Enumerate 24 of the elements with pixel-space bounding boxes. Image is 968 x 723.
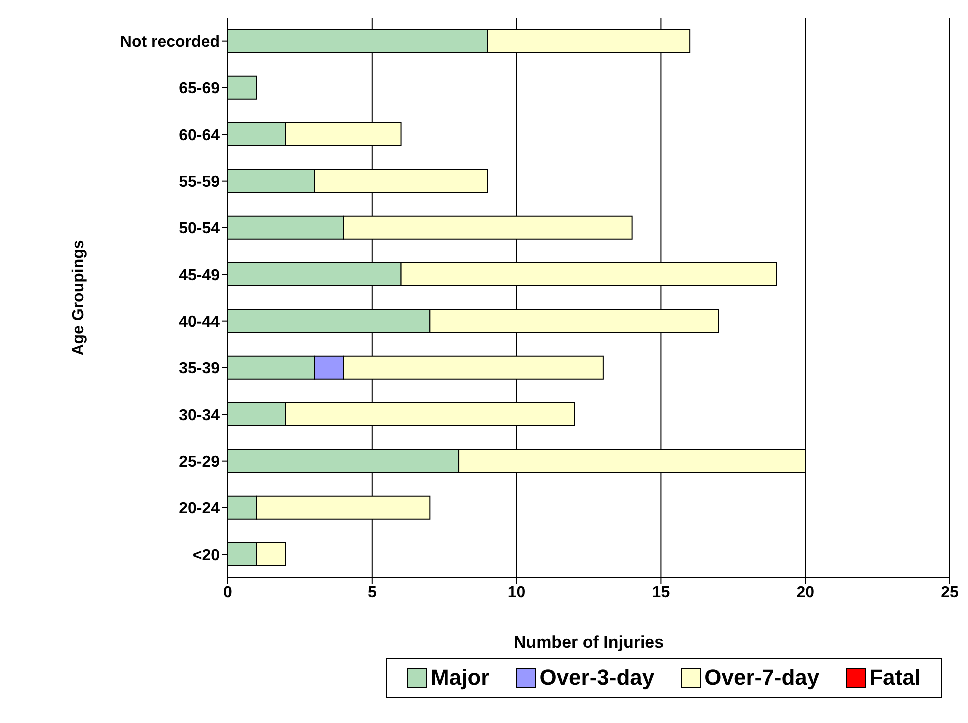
x-tick-label: 25 xyxy=(941,584,959,602)
y-tick-label: 20-24 xyxy=(179,500,220,518)
x-tick-label: 15 xyxy=(652,584,670,602)
legend-label: Over-7-day xyxy=(704,665,820,691)
x-tick-label: 20 xyxy=(796,584,815,602)
legend-label: Fatal xyxy=(868,665,921,691)
y-tick-label: Not recorded xyxy=(120,34,220,52)
x-tick-label: 5 xyxy=(368,584,377,602)
y-tick-label: 55-59 xyxy=(179,174,220,192)
y-tick-label: 25-29 xyxy=(179,454,220,472)
y-tick-label: 65-69 xyxy=(179,80,220,98)
y-tick-label: <20 xyxy=(192,547,220,564)
y-tick-label: 30-34 xyxy=(179,407,220,424)
y-tick-label: 45-49 xyxy=(179,267,220,284)
x-tick-label: 10 xyxy=(508,584,526,602)
y-tick-label: 60-64 xyxy=(179,127,220,144)
x-axis-title: Number of Injuries xyxy=(514,633,664,652)
x-tick-label: 0 xyxy=(224,584,233,602)
y-tick-label: 35-39 xyxy=(179,360,220,378)
legend-label: Over-3-day xyxy=(538,665,655,691)
y-tick-label: 50-54 xyxy=(179,220,220,238)
y-tick-label: 40-44 xyxy=(179,314,220,332)
legend-label: Major xyxy=(430,665,490,691)
y-axis-title: Age Groupings xyxy=(70,240,88,356)
